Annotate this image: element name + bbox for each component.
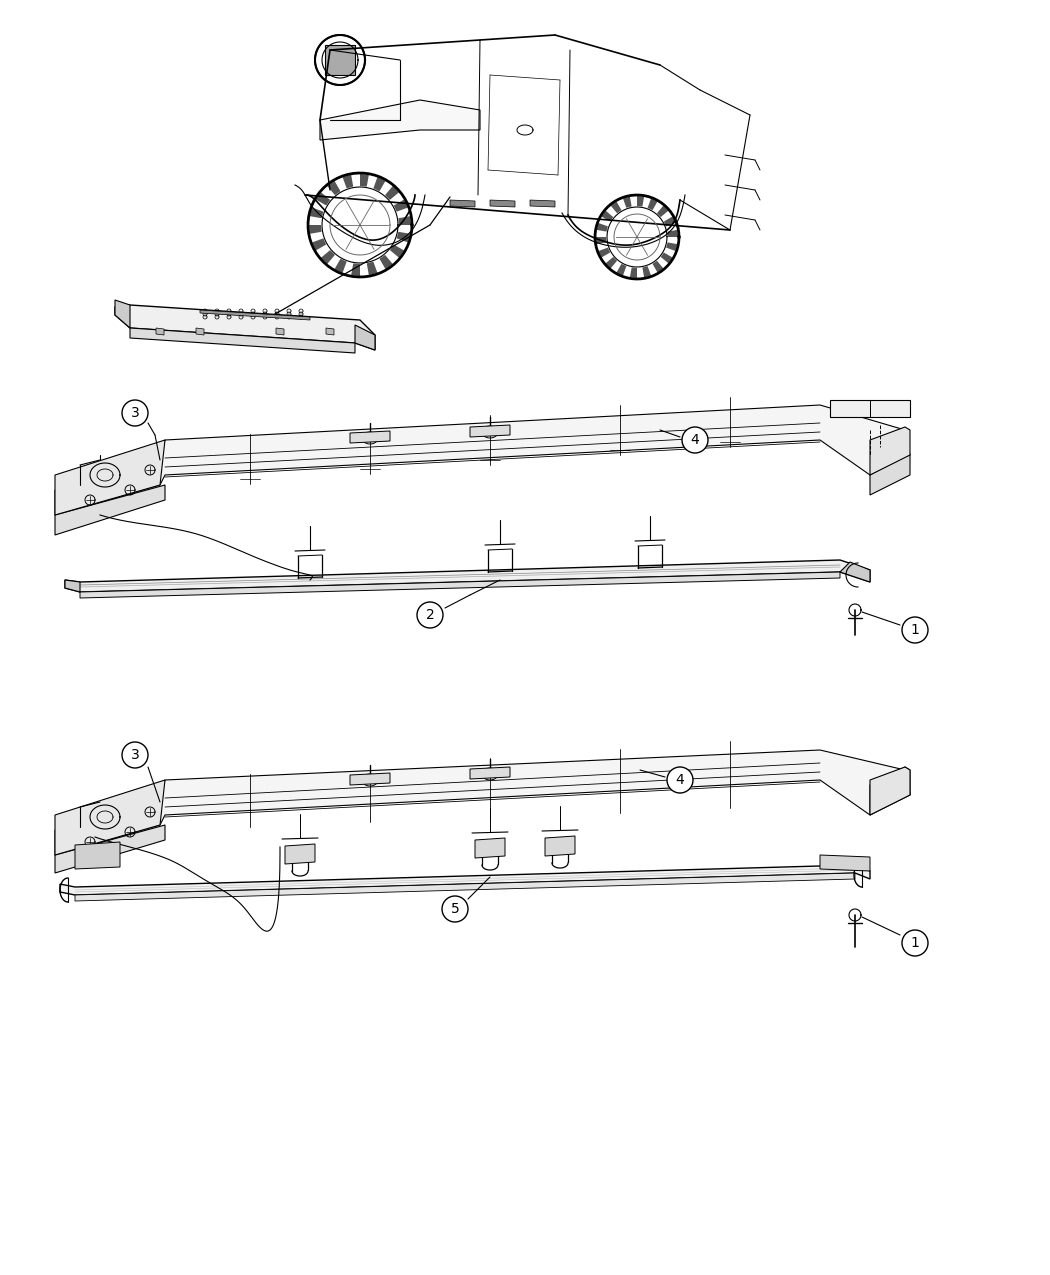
Circle shape	[442, 896, 468, 922]
Text: 1: 1	[910, 623, 920, 638]
Polygon shape	[130, 328, 355, 353]
Circle shape	[417, 602, 443, 629]
Polygon shape	[470, 425, 510, 437]
Circle shape	[682, 427, 708, 453]
Polygon shape	[602, 210, 613, 222]
Circle shape	[122, 742, 148, 768]
Polygon shape	[490, 200, 514, 207]
Circle shape	[902, 929, 928, 956]
Polygon shape	[80, 572, 840, 598]
Text: 3: 3	[130, 405, 140, 419]
Text: 4: 4	[691, 434, 699, 448]
Polygon shape	[342, 175, 353, 189]
Circle shape	[902, 617, 928, 643]
Polygon shape	[668, 230, 678, 237]
Polygon shape	[156, 328, 164, 335]
Polygon shape	[55, 750, 910, 856]
Polygon shape	[870, 768, 910, 815]
Polygon shape	[309, 224, 321, 233]
Text: 2: 2	[425, 608, 435, 622]
Polygon shape	[397, 232, 411, 242]
Polygon shape	[200, 310, 310, 320]
Polygon shape	[55, 780, 165, 856]
Polygon shape	[398, 217, 411, 224]
Polygon shape	[664, 217, 675, 227]
Polygon shape	[648, 199, 657, 210]
Polygon shape	[116, 305, 375, 351]
Polygon shape	[637, 196, 644, 207]
Polygon shape	[652, 261, 664, 273]
Polygon shape	[870, 768, 910, 815]
Polygon shape	[350, 773, 390, 785]
Polygon shape	[660, 252, 672, 264]
Polygon shape	[366, 261, 377, 275]
Polygon shape	[379, 255, 393, 269]
Polygon shape	[470, 768, 510, 779]
Polygon shape	[60, 864, 870, 895]
Polygon shape	[65, 560, 870, 592]
Polygon shape	[616, 264, 627, 275]
Polygon shape	[830, 400, 910, 417]
Polygon shape	[623, 196, 632, 208]
Polygon shape	[820, 856, 870, 871]
Polygon shape	[611, 201, 622, 213]
Polygon shape	[390, 245, 404, 258]
Polygon shape	[475, 838, 505, 858]
Polygon shape	[65, 580, 80, 592]
Polygon shape	[351, 264, 360, 275]
Circle shape	[667, 768, 693, 793]
Circle shape	[122, 400, 148, 426]
Polygon shape	[355, 325, 375, 351]
Polygon shape	[385, 186, 399, 200]
Polygon shape	[312, 238, 327, 250]
Polygon shape	[326, 45, 355, 75]
Polygon shape	[328, 181, 340, 195]
Polygon shape	[55, 825, 165, 873]
Polygon shape	[870, 455, 910, 495]
Polygon shape	[606, 258, 617, 269]
Polygon shape	[350, 431, 390, 442]
Polygon shape	[596, 223, 608, 232]
Text: 4: 4	[675, 773, 685, 787]
Polygon shape	[335, 259, 346, 273]
Polygon shape	[545, 836, 575, 856]
Polygon shape	[55, 405, 910, 515]
Text: 3: 3	[130, 748, 140, 762]
Polygon shape	[450, 200, 475, 207]
Polygon shape	[55, 440, 165, 515]
Polygon shape	[320, 99, 480, 140]
Polygon shape	[870, 427, 910, 476]
Polygon shape	[321, 250, 335, 264]
Polygon shape	[598, 247, 610, 258]
Polygon shape	[643, 266, 651, 278]
Polygon shape	[666, 242, 677, 251]
Polygon shape	[394, 199, 407, 212]
Polygon shape	[196, 328, 204, 335]
Polygon shape	[316, 193, 330, 205]
Polygon shape	[310, 208, 323, 218]
Polygon shape	[75, 842, 120, 870]
Text: 1: 1	[910, 936, 920, 950]
Polygon shape	[360, 173, 369, 186]
Polygon shape	[285, 844, 315, 864]
Text: 5: 5	[450, 901, 460, 915]
Polygon shape	[840, 562, 870, 581]
Polygon shape	[75, 873, 855, 901]
Polygon shape	[596, 237, 607, 244]
Polygon shape	[55, 484, 165, 536]
Polygon shape	[657, 205, 669, 217]
Polygon shape	[630, 268, 637, 278]
Polygon shape	[530, 200, 555, 207]
Polygon shape	[276, 328, 284, 335]
Polygon shape	[374, 177, 385, 191]
Polygon shape	[326, 328, 334, 335]
Polygon shape	[116, 300, 130, 328]
